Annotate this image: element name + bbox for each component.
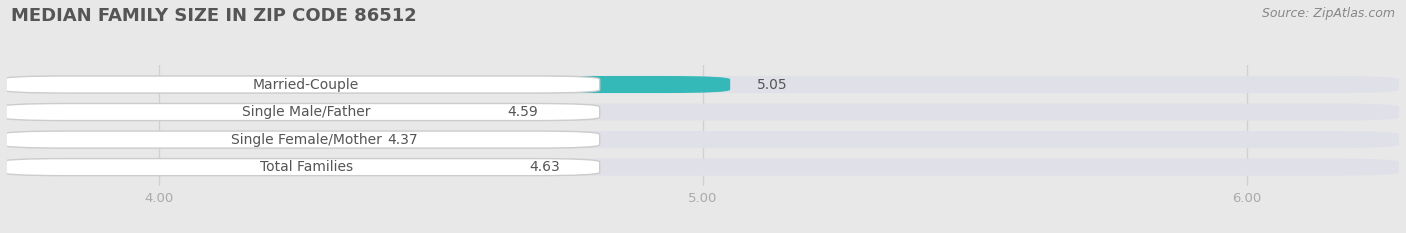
FancyBboxPatch shape: [7, 76, 730, 93]
Text: 4.63: 4.63: [529, 160, 560, 174]
Text: MEDIAN FAMILY SIZE IN ZIP CODE 86512: MEDIAN FAMILY SIZE IN ZIP CODE 86512: [11, 7, 418, 25]
FancyBboxPatch shape: [7, 103, 479, 121]
Text: Source: ZipAtlas.com: Source: ZipAtlas.com: [1261, 7, 1395, 20]
Text: 4.59: 4.59: [508, 105, 538, 119]
Text: Single Male/Father: Single Male/Father: [242, 105, 370, 119]
FancyBboxPatch shape: [7, 103, 1399, 121]
FancyBboxPatch shape: [1, 103, 600, 121]
Text: 4.37: 4.37: [388, 133, 418, 147]
FancyBboxPatch shape: [7, 76, 1399, 93]
FancyBboxPatch shape: [7, 159, 502, 176]
Text: Single Female/Mother: Single Female/Mother: [231, 133, 381, 147]
FancyBboxPatch shape: [7, 131, 1399, 148]
FancyBboxPatch shape: [1, 131, 600, 148]
Text: Total Families: Total Families: [260, 160, 353, 174]
Text: Married-Couple: Married-Couple: [253, 78, 359, 92]
FancyBboxPatch shape: [7, 131, 360, 148]
FancyBboxPatch shape: [1, 159, 600, 176]
FancyBboxPatch shape: [1, 76, 600, 93]
FancyBboxPatch shape: [7, 159, 1399, 176]
Text: 5.05: 5.05: [758, 78, 787, 92]
